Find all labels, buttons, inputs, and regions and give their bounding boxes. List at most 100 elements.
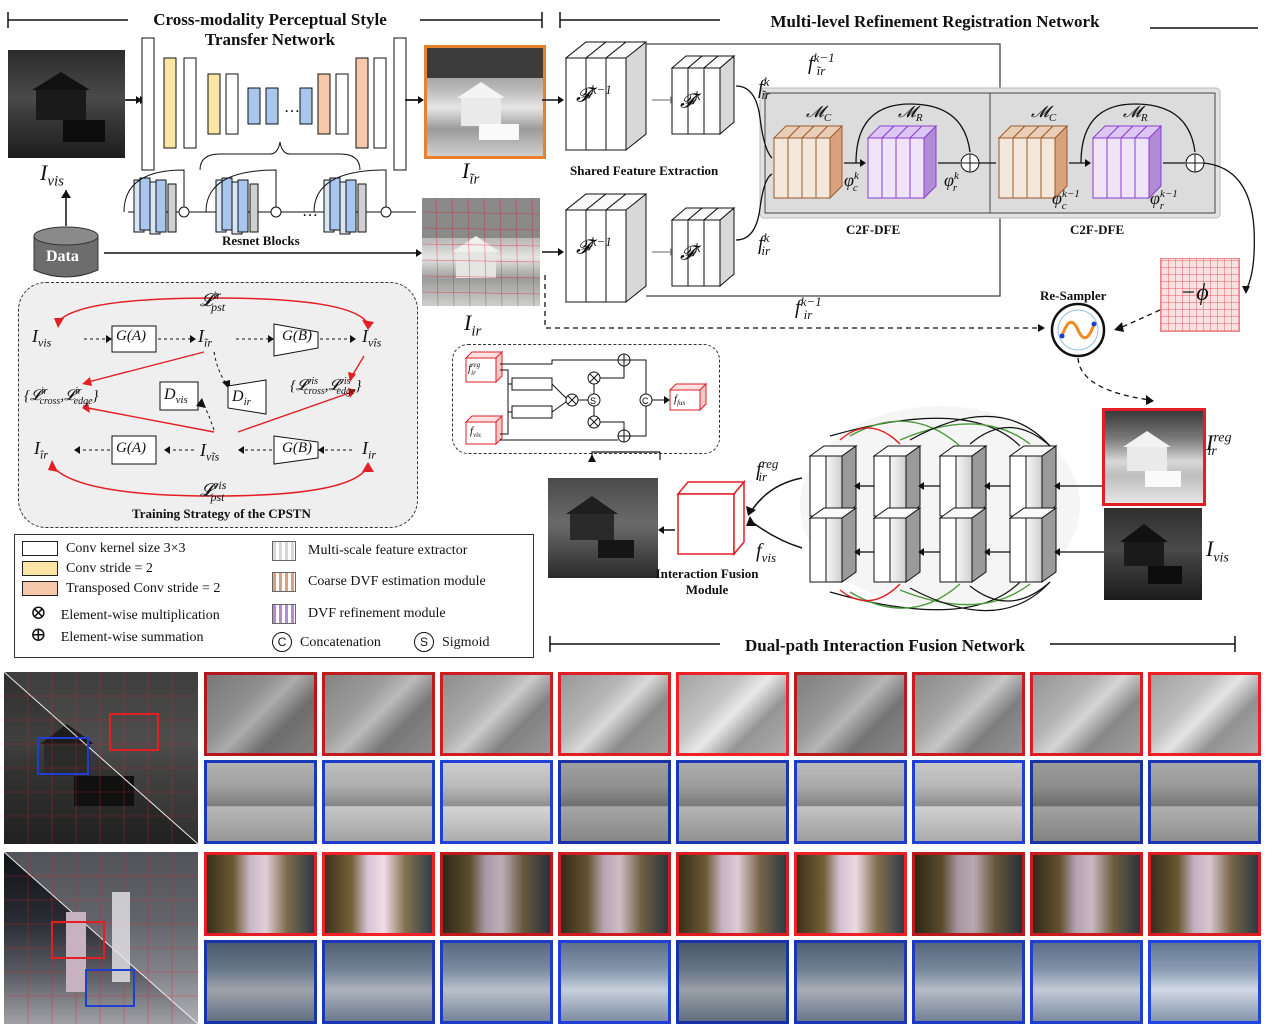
label-ga-bottom: G(A) bbox=[116, 440, 146, 456]
legend-swatch bbox=[272, 541, 296, 561]
ifm-label-f-fus: ffus bbox=[674, 393, 686, 408]
label-f-irt-km1: fk−1ĩr bbox=[808, 50, 835, 78]
deformation-field bbox=[1160, 258, 1240, 332]
label-c2f-dfe-1: C2F-DFE bbox=[846, 222, 901, 237]
visible-image-2 bbox=[1104, 508, 1202, 600]
legend-label: Transposed Conv stride = 2 bbox=[66, 581, 221, 596]
label-i-vis-2: Ivis bbox=[1206, 536, 1229, 566]
result-patch bbox=[1030, 852, 1143, 936]
sigmoid-icon: S bbox=[414, 632, 434, 652]
label-f-irt-k: fkĩr bbox=[758, 74, 771, 102]
registered-infrared-image bbox=[1102, 408, 1206, 506]
legend-item: S Sigmoid bbox=[414, 632, 489, 652]
legend-item: Conv kernel size 3×3 bbox=[22, 541, 185, 557]
fused-output-image bbox=[548, 478, 658, 578]
label-phi-c-km1: φk−1c bbox=[1052, 188, 1080, 212]
label-f-vis: fvis bbox=[756, 540, 777, 565]
interaction-fusion-cube bbox=[676, 479, 746, 557]
legend-label: Coarse DVF estimation module bbox=[308, 574, 486, 590]
result-patch bbox=[1030, 940, 1143, 1024]
result-patch bbox=[912, 760, 1025, 844]
result-patch bbox=[558, 760, 671, 844]
legend-label: Element-wise multiplication bbox=[60, 608, 220, 623]
label-l-pst-vis: 𝓛vispst bbox=[200, 478, 227, 504]
legend-item: ⊗ Element-wise multiplication bbox=[30, 602, 220, 624]
svg-text:…: … bbox=[284, 99, 300, 116]
result-patch bbox=[912, 852, 1025, 936]
dual-path-network bbox=[800, 406, 1105, 612]
legend-swatch bbox=[272, 572, 296, 592]
label-f-ir-k: fkir bbox=[758, 230, 771, 258]
pseudo-infrared-image bbox=[424, 45, 546, 159]
result-patch bbox=[676, 852, 789, 936]
legend-item: DVF refinement module bbox=[272, 604, 446, 624]
training-strategy-panel bbox=[18, 282, 418, 528]
ifm-label-f-vis: fvis bbox=[470, 425, 481, 440]
section-rules bbox=[7, 12, 1258, 652]
svg-text:S: S bbox=[590, 396, 596, 406]
label-i-vis-tilde: Ivĩs bbox=[200, 440, 220, 464]
label-fk-lower: 𝓕k bbox=[680, 240, 701, 265]
label-i-vis-hat: Ivîs bbox=[362, 326, 382, 350]
result-patch bbox=[558, 940, 671, 1024]
training-strategy-diagram bbox=[48, 297, 374, 497]
legend-item: Conv stride = 2 bbox=[22, 561, 153, 577]
legend-swatch bbox=[22, 581, 58, 597]
legend-item: Transposed Conv stride = 2 bbox=[22, 581, 220, 597]
result-patch bbox=[322, 940, 435, 1024]
result-patch bbox=[204, 672, 317, 756]
label-phi-r-k: φkr bbox=[944, 170, 959, 194]
label-c2f-dfe-2: C2F-DFE bbox=[1070, 222, 1125, 237]
label-mr-2: 𝓜R bbox=[1123, 104, 1148, 125]
label-interaction-fusion: Interaction Fusion Module bbox=[655, 566, 759, 597]
svg-text:C: C bbox=[642, 396, 649, 406]
result-patch bbox=[322, 760, 435, 844]
legend-item: C Concatenation bbox=[272, 632, 381, 652]
label-gb-bottom: G(B) bbox=[282, 440, 312, 456]
result-patch bbox=[440, 852, 553, 936]
label-i-ir: Iir bbox=[464, 310, 482, 340]
ifm-label-f-ir-reg: fregir bbox=[468, 361, 481, 377]
label-fk-1-lower: 𝓕k−1 bbox=[576, 234, 612, 259]
label-l-pst-ir: 𝓛irpst bbox=[200, 288, 226, 314]
label-i-vis: Ivis bbox=[40, 160, 64, 190]
legend-item: Multi-scale feature extractor bbox=[272, 541, 467, 561]
label-training-strategy: Training Strategy of the CPSTN bbox=[132, 506, 311, 521]
result-patch bbox=[1148, 852, 1261, 936]
label-neg-phi: −ϕ bbox=[1180, 280, 1209, 306]
legend-swatch bbox=[22, 561, 58, 577]
top-connectors bbox=[104, 96, 1045, 332]
input-visible-image bbox=[8, 50, 125, 158]
mrrn-title: Multi-level Refinement Registration Netw… bbox=[770, 12, 1100, 31]
label-i-ir-right: Iir bbox=[362, 438, 377, 462]
label-i-irt: Iĩr bbox=[198, 326, 213, 350]
result-patch bbox=[1148, 672, 1261, 756]
result-patch bbox=[912, 940, 1025, 1024]
label-f-ir-km1: fk−1ir bbox=[795, 294, 822, 322]
times-circle-icon: ⊗ bbox=[30, 602, 47, 624]
result-patch bbox=[440, 672, 553, 756]
legend-swatch bbox=[272, 604, 296, 624]
result-patch bbox=[794, 852, 907, 936]
result-patch bbox=[322, 852, 435, 936]
result-patch bbox=[440, 760, 553, 844]
legend-label: DVF refinement module bbox=[308, 606, 446, 622]
result-patch bbox=[204, 852, 317, 936]
label-f-ir-reg: fregir bbox=[756, 456, 779, 484]
legend-label: Sigmoid bbox=[442, 635, 490, 650]
legend-item: ⊕ Element-wise summation bbox=[30, 624, 204, 646]
plus-circle-icon: ⊕ bbox=[30, 624, 47, 646]
legend-label: Conv kernel size 3×3 bbox=[66, 541, 186, 556]
result-patch bbox=[1030, 760, 1143, 844]
legend-label: Element-wise summation bbox=[60, 630, 204, 645]
fusion-connectors bbox=[588, 451, 803, 549]
label-phi-c-k: φkc bbox=[844, 170, 859, 194]
result-patch bbox=[1030, 672, 1143, 756]
label-i-ir-reg: Iregir bbox=[1206, 430, 1232, 460]
label-i-vis-left: Ivis bbox=[32, 326, 52, 350]
label-resnet-blocks: Resnet Blocks bbox=[222, 233, 300, 248]
data-label: Data bbox=[46, 248, 79, 265]
result-patch bbox=[676, 760, 789, 844]
result-patch bbox=[912, 672, 1025, 756]
legend-label: Concatenation bbox=[300, 635, 381, 650]
